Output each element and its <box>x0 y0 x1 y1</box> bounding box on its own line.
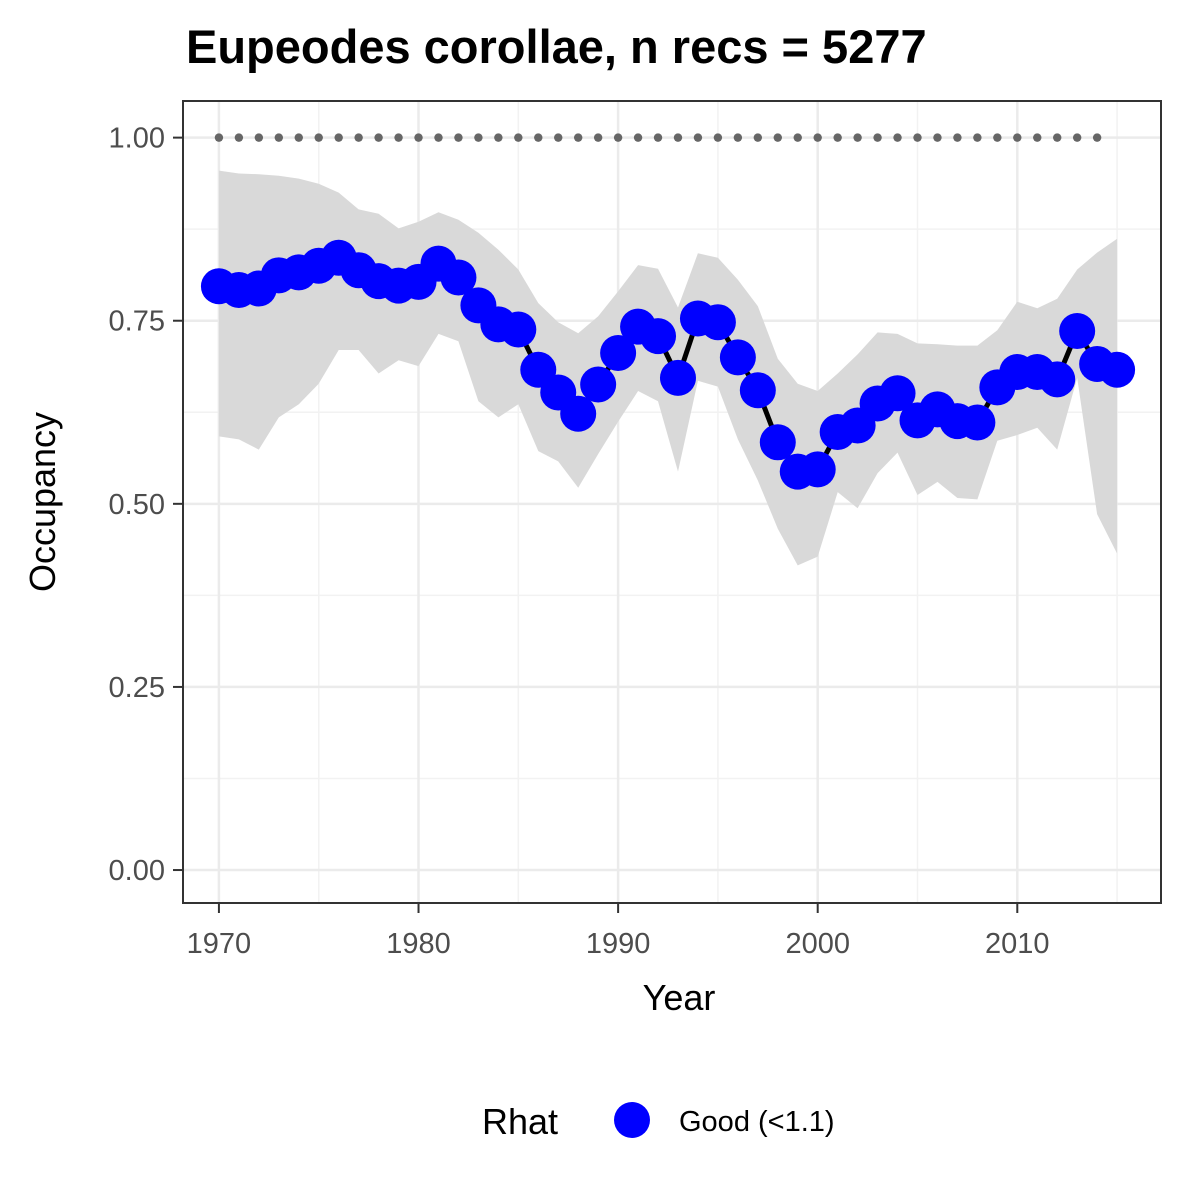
reference-dot <box>434 133 443 142</box>
y-tick-label: 0.75 <box>109 306 165 338</box>
reference-line <box>214 133 1102 142</box>
data-point <box>799 451 836 488</box>
y-axis: 0.00 0.25 0.50 0.75 1.00 <box>109 123 183 887</box>
data-point <box>879 375 916 412</box>
reference-dot <box>534 133 543 142</box>
data-point <box>640 318 677 355</box>
data-point <box>580 366 617 403</box>
y-axis-title: Occupancy <box>22 412 63 592</box>
reference-dot <box>234 133 244 142</box>
reference-dot <box>1072 133 1082 142</box>
reference-dot <box>893 133 902 142</box>
reference-dot <box>753 133 763 142</box>
reference-dot <box>1092 133 1102 142</box>
reference-dot <box>254 133 264 142</box>
reference-dot <box>274 133 284 142</box>
data-point <box>1099 351 1136 388</box>
data-point <box>759 424 796 461</box>
data-point <box>500 311 537 348</box>
reference-dot <box>554 133 563 142</box>
y-tick-label: 1.00 <box>109 123 165 155</box>
x-tick-label: 1980 <box>386 928 451 960</box>
legend-title: Rhat <box>482 1101 558 1142</box>
data-point <box>659 359 696 396</box>
y-tick-label: 0.00 <box>109 855 165 887</box>
legend-key-good <box>614 1102 650 1138</box>
reference-dot <box>214 133 224 142</box>
reference-dot <box>593 133 603 142</box>
reference-dot <box>833 133 842 142</box>
reference-dot <box>673 133 683 142</box>
reference-dot <box>613 133 623 142</box>
reference-dot <box>394 133 403 142</box>
reference-dot <box>773 133 782 142</box>
reference-dot <box>573 133 583 142</box>
reference-dot <box>1013 133 1022 142</box>
reference-dot <box>334 133 343 142</box>
reference-dot <box>1033 133 1042 142</box>
x-tick-label: 2000 <box>785 928 850 960</box>
x-tick-label: 2010 <box>985 928 1050 960</box>
reference-dot <box>374 133 383 142</box>
reference-dot <box>953 133 962 142</box>
data-point <box>440 259 477 296</box>
reference-dot <box>713 133 723 142</box>
reference-dot <box>693 133 703 142</box>
reference-dot <box>653 133 663 142</box>
legend-label-good: Good (<1.1) <box>679 1106 835 1138</box>
x-axis: 1970 1980 1990 2000 2010 <box>187 903 1050 960</box>
reference-dot <box>494 133 503 142</box>
reference-dot <box>294 133 303 142</box>
reference-dot <box>873 133 882 142</box>
reference-dot <box>633 133 643 142</box>
y-tick-label: 0.50 <box>109 489 165 521</box>
data-point <box>739 372 776 409</box>
data-point <box>600 334 637 371</box>
reference-dot <box>913 133 922 142</box>
reference-dot <box>973 133 982 142</box>
reference-dot <box>733 133 743 142</box>
series-points <box>200 239 1136 490</box>
y-tick-label: 0.25 <box>109 672 165 704</box>
data-point <box>719 339 756 376</box>
reference-dot <box>793 133 802 142</box>
data-point <box>699 304 736 341</box>
reference-dot <box>993 133 1002 142</box>
reference-dot <box>933 133 942 142</box>
reference-dot <box>514 133 523 142</box>
reference-dot <box>853 133 862 142</box>
x-tick-label: 1970 <box>187 928 252 960</box>
reference-dot <box>474 133 483 142</box>
data-point <box>560 395 597 432</box>
x-axis-title: Year <box>643 977 716 1018</box>
x-tick-label: 1990 <box>586 928 651 960</box>
reference-dot <box>1053 133 1062 142</box>
legend: Rhat Good (<1.1) <box>482 1101 835 1142</box>
plot-border <box>182 100 1162 904</box>
data-point <box>959 404 996 441</box>
reference-dot <box>314 133 323 142</box>
data-point <box>1039 361 1076 398</box>
reference-dot <box>414 133 423 142</box>
data-point <box>1059 312 1096 349</box>
reference-dot <box>813 133 822 142</box>
reference-dot <box>454 133 463 142</box>
reference-dot <box>354 133 363 142</box>
chart-title: Eupeodes corollae, n recs = 5277 <box>186 20 927 73</box>
